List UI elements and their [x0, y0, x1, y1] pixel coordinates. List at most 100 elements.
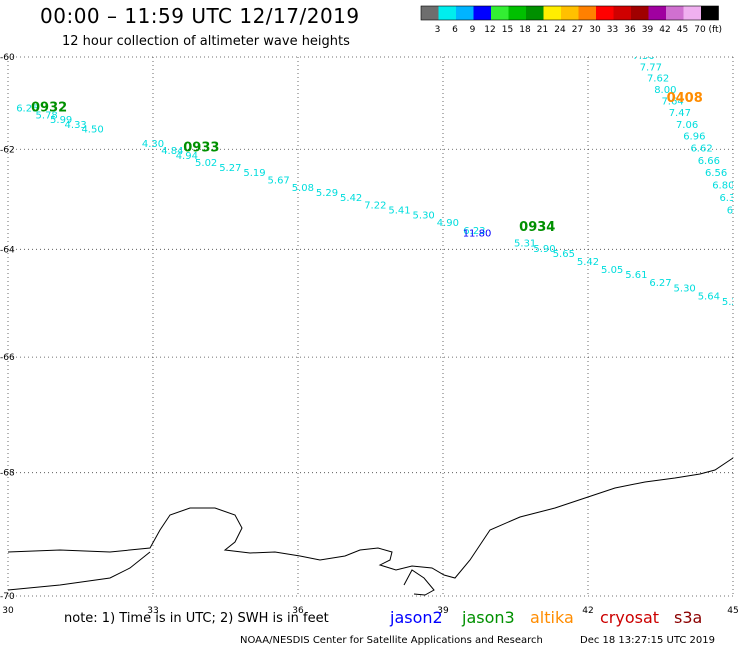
legend-tick-label: 24: [554, 25, 566, 35]
legend-tick-label: 42: [659, 25, 670, 35]
wave-height-reading: 5.30: [674, 284, 696, 295]
longitude-tick-label: 33: [147, 606, 158, 615]
longitude-tick-label: 36: [292, 606, 304, 615]
legend-tick-label: 33: [607, 25, 618, 35]
wave-height-reading-high: 11.80: [463, 228, 492, 239]
longitude-tick-label: 42: [582, 606, 593, 615]
legend-swatch: [543, 6, 561, 20]
map-title: 00:00 – 11:59 UTC 12/17/2019: [40, 4, 360, 28]
wave-height-reading: 7.47: [669, 108, 691, 119]
wave-height-reading: 6.37: [719, 193, 740, 204]
legend-swatch: [561, 6, 579, 20]
legend-swatch: [701, 6, 719, 20]
legend-tick-label: 6: [452, 25, 458, 35]
wave-height-reading: 6.96: [683, 132, 705, 143]
wave-height-reading: 5.24: [722, 297, 740, 308]
wave-height-reading: 5.65: [553, 249, 575, 260]
map-subtitle: 12 hour collection of altimeter wave hei…: [62, 34, 350, 49]
wave-height-reading: 5.61: [625, 270, 647, 281]
legend-tick-label: 3: [435, 25, 441, 35]
wave-height-reading: 4.84: [161, 146, 183, 157]
legend-swatch: [438, 6, 456, 20]
pass-time-label: 0934: [519, 220, 555, 235]
legend-tick-label: 12: [484, 25, 495, 35]
satellite-jason3-label: jason3: [462, 608, 515, 627]
latitude-tick-label: -64: [0, 245, 15, 255]
wave-height-reading: 4.50: [81, 125, 103, 136]
pass-time-label: 0408: [667, 91, 703, 106]
pass-time-label: 0932: [31, 100, 67, 115]
legend-swatch: [631, 6, 649, 20]
map-frame: [8, 57, 733, 596]
legend-swatch: [683, 6, 701, 20]
generation-timestamp: Dec 18 13:27:15 UTC 2019: [580, 635, 715, 646]
wave-height-reading: 5.19: [243, 168, 265, 179]
legend-tick-label: 15: [502, 25, 513, 35]
legend-swatch: [526, 6, 544, 20]
legend-swatch: [456, 6, 474, 20]
latitude-tick-label: -62: [0, 145, 15, 155]
wave-height-reading: 6.15: [734, 218, 740, 229]
longitude-tick-label: 39: [437, 606, 449, 615]
legend-swatch: [578, 6, 596, 20]
satellite-altika-label: altika: [530, 608, 574, 627]
wave-height-reading: 7.30: [632, 51, 654, 62]
wave-height-reading: 7.64: [661, 96, 683, 107]
latitude-tick-label: -60: [0, 53, 15, 63]
legend-tick-label: 9: [470, 25, 476, 35]
legend-swatch: [421, 6, 439, 20]
wave-height-reading: 5.42: [340, 193, 362, 204]
wave-height-reading: 5.42: [577, 257, 599, 268]
longitude-tick-label: 45: [727, 606, 738, 615]
legend-tick-label: 45: [677, 25, 688, 35]
legend-swatch: [508, 6, 526, 20]
legend-swatch: [596, 6, 614, 20]
legend-tick-label: 27: [572, 25, 583, 35]
wave-height-reading: 5.78: [36, 110, 58, 121]
wave-height-reading: 5.29: [316, 188, 338, 199]
wave-height-map: 30 33 36 39 42 45-60-62-64-66-68-706.255.785.…: [0, 51, 740, 615]
wave-height-reading: 5.41: [388, 205, 410, 216]
longitude-tick-label: 30: [2, 606, 14, 615]
wave-height-reading: 7.06: [676, 120, 698, 131]
legend-swatch: [473, 6, 491, 20]
wave-height-reading: 6.27: [649, 278, 671, 289]
wave-height-reading: 5.99: [50, 115, 72, 126]
footer-note: note: 1) Time is in UTC; 2) SWH is in fe…: [64, 611, 329, 626]
wave-height-reading: 6.23: [463, 226, 485, 237]
wave-height-reading: 7.22: [364, 200, 386, 211]
wave-height-reading: 7.62: [647, 74, 669, 85]
legend-swatch: [648, 6, 666, 20]
pass-time-label: 0933: [183, 141, 219, 156]
wave-height-reading: 8.00: [654, 85, 676, 96]
latitude-tick-label: -68: [0, 469, 15, 479]
wave-height-reading: 7.77: [640, 62, 662, 73]
legend-tick-label: 39: [642, 25, 654, 35]
latitude-tick-label: -70: [0, 592, 15, 602]
wave-height-reading: 4.33: [65, 120, 87, 131]
wave-height-reading: 6.56: [705, 168, 727, 179]
altimeter-tracks: 6.255.785.994.334.50 4.304.844.945.02 5.27…: [16, 51, 740, 308]
wave-height-reading: 6.04: [727, 205, 740, 216]
wave-height-reading: 5.30: [413, 210, 435, 221]
wave-height-reading: 5.27: [219, 163, 241, 174]
color-legend: 3 6 9 12 15 18 21 24 27 30 33 36 39 42 45 70 (ft): [420, 5, 723, 35]
wave-height-reading: 5.05: [601, 265, 623, 276]
wave-height-reading: 5.67: [268, 175, 290, 186]
wave-height-reading: 6.80: [712, 180, 734, 191]
wave-height-reading: 6.66: [698, 156, 720, 167]
legend-swatch: [613, 6, 631, 20]
wave-height-reading: 6.62: [690, 144, 712, 155]
latitude-tick-label: -66: [0, 353, 15, 363]
legend-tick-label: 70: [694, 25, 706, 35]
satellite-s3a-label: s3a: [674, 608, 703, 627]
coastline: [7, 457, 734, 579]
ice-shelf-edge: [7, 551, 151, 591]
wave-height-reading: 4.30: [142, 139, 164, 150]
wave-height-reading: 4.94: [176, 151, 198, 162]
wave-height-reading: 5.31: [514, 239, 536, 250]
wave-height-reading: 6.25: [16, 103, 38, 114]
legend-unit: (ft): [709, 25, 723, 35]
legend-tick-label: 18: [519, 25, 531, 35]
